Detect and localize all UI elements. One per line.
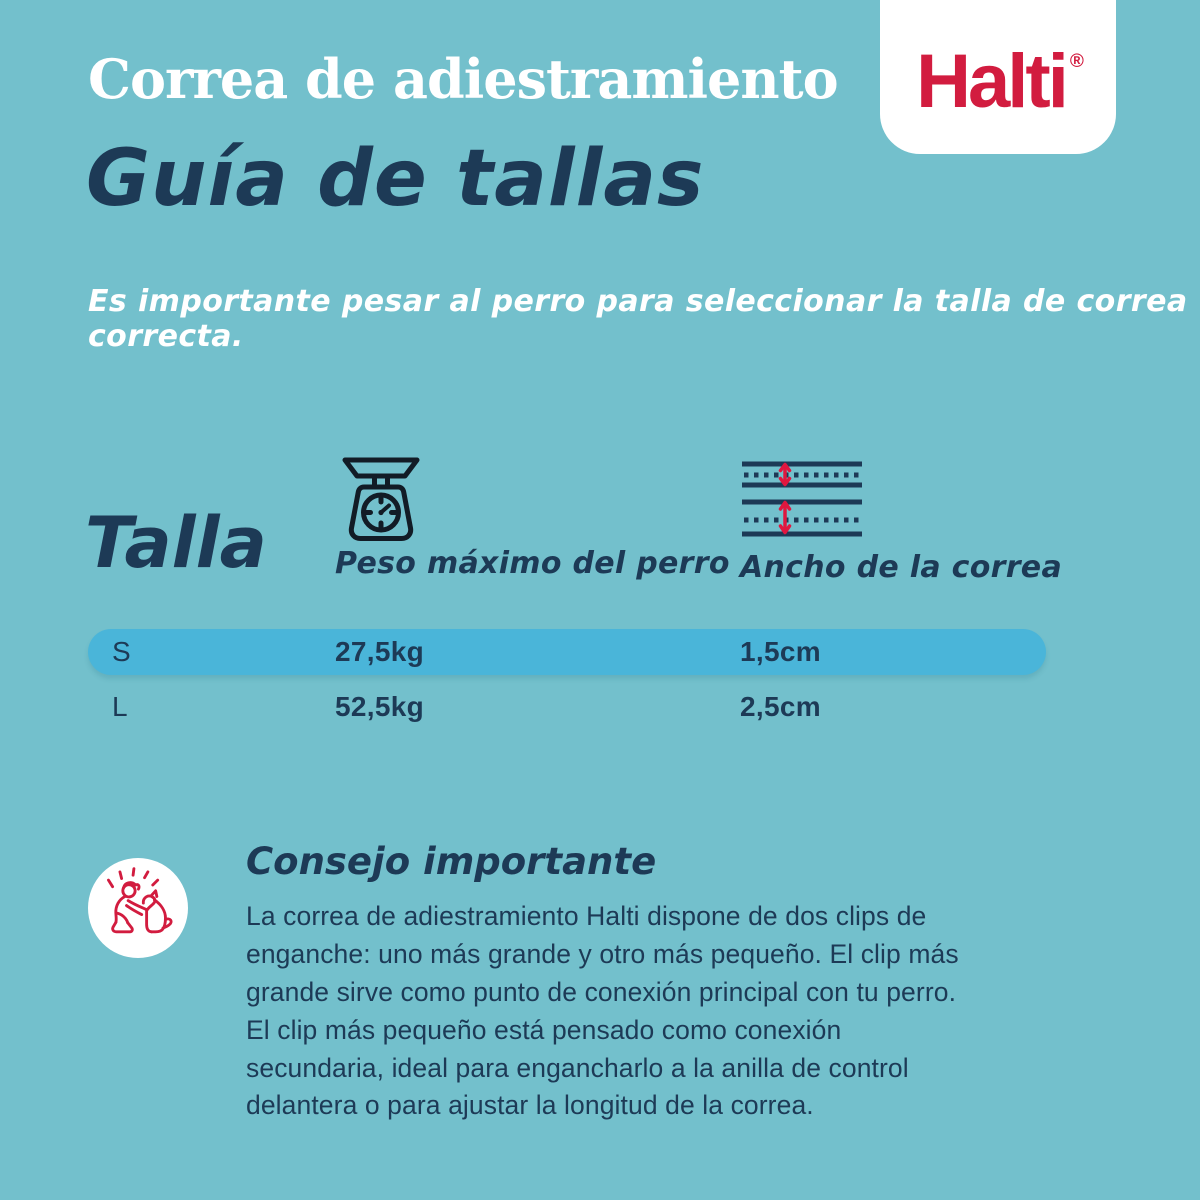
size-value: L <box>112 691 128 722</box>
halti-logo-text: Halti <box>916 38 1069 124</box>
table-row-size-l: L 52,5kg 2,5cm <box>88 684 1046 730</box>
leash-width-icon <box>740 456 1062 550</box>
weight-value: 52,5kg <box>335 691 424 722</box>
registered-trademark-symbol: ® <box>1069 50 1084 72</box>
width-column-label: Ancho de la correa <box>740 550 1062 585</box>
halti-logo: Halti ® <box>916 38 1084 125</box>
width-column-header: Ancho de la correa <box>740 456 1062 585</box>
size-value: S <box>112 636 131 667</box>
advice-icon-badge <box>88 858 188 958</box>
scale-icon <box>335 450 730 546</box>
weight-value: 27,5kg <box>335 636 424 667</box>
intro-text: Es importante pesar al perro para selecc… <box>88 284 1188 354</box>
weight-column-header: Peso máximo del perro <box>335 450 730 581</box>
product-title: Correa de adiestramiento <box>88 47 839 111</box>
brand-logo-card: Halti ® <box>880 0 1116 154</box>
weight-column-label: Peso máximo del perro <box>335 546 730 581</box>
table-row-size-s: S 27,5kg 1,5cm <box>88 629 1046 675</box>
person-petting-dog-icon <box>107 867 173 934</box>
size-column-title: Talla <box>85 502 267 584</box>
width-value: 2,5cm <box>740 691 821 722</box>
width-value: 1,5cm <box>740 636 821 667</box>
page-subtitle: Guía de tallas <box>86 134 705 224</box>
advice-body-text: La correa de adiestramiento Halti dispon… <box>246 901 959 1121</box>
advice-heading: Consejo importante <box>246 840 657 883</box>
